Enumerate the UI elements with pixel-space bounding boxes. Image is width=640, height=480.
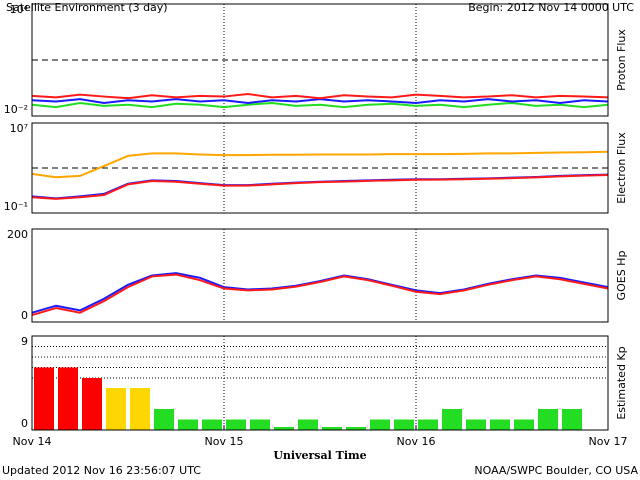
bar bbox=[370, 419, 390, 430]
series-line bbox=[31, 273, 609, 316]
series-line bbox=[31, 101, 609, 109]
y-tick-label: 10⁴ bbox=[10, 3, 29, 16]
bar bbox=[202, 419, 222, 430]
x-tick-label: Nov 16 bbox=[397, 435, 436, 448]
bar bbox=[562, 409, 582, 430]
y-axis-label: Electron Flux bbox=[615, 132, 628, 204]
bar bbox=[58, 367, 78, 430]
bar bbox=[442, 409, 462, 430]
y-tick-label: 0 bbox=[21, 417, 28, 430]
bar bbox=[226, 419, 246, 430]
bar bbox=[322, 426, 342, 430]
begin-label: Begin: 2012 Nov 14 0000 UTC bbox=[468, 1, 634, 14]
bar bbox=[298, 419, 318, 430]
y-tick-label: 9 bbox=[21, 335, 28, 348]
bar bbox=[394, 419, 414, 430]
bar bbox=[490, 419, 510, 430]
y-tick-label: 10⁻² bbox=[4, 103, 28, 116]
y-tick-label: 0 bbox=[21, 309, 28, 322]
bar bbox=[82, 377, 102, 430]
x-tick-label: Nov 14 bbox=[13, 435, 52, 448]
bar bbox=[130, 388, 150, 430]
x-tick-label: Nov 17 bbox=[589, 435, 628, 448]
x-tick-label: Nov 15 bbox=[205, 435, 244, 448]
bar bbox=[418, 419, 438, 430]
bar bbox=[34, 367, 54, 430]
y-axis-label: GOES Hp bbox=[615, 251, 628, 301]
series-line bbox=[31, 93, 609, 100]
series-line bbox=[31, 173, 609, 200]
bar bbox=[538, 409, 558, 430]
chart-title: Satellite Environment (3 day) bbox=[6, 1, 168, 14]
updated: Updated 2012 Nov 16 23:56:07 UTC bbox=[2, 464, 201, 477]
panel-frame bbox=[31, 228, 609, 323]
bar bbox=[178, 419, 198, 430]
bar bbox=[514, 419, 534, 430]
bar bbox=[106, 388, 126, 430]
bar bbox=[466, 419, 486, 430]
y-tick-label: 10⁻¹ bbox=[4, 200, 28, 213]
panel-frame bbox=[31, 3, 609, 117]
y-tick-label: 200 bbox=[7, 228, 28, 241]
credit: NOAA/SWPC Boulder, CO USA bbox=[474, 464, 638, 477]
x-axis-label: Universal Time bbox=[273, 449, 366, 462]
bar bbox=[346, 426, 366, 430]
series-line bbox=[31, 150, 609, 179]
panel-frame bbox=[31, 335, 609, 431]
bar bbox=[250, 419, 270, 430]
y-axis-label: Estimated Kp bbox=[615, 346, 628, 419]
panel-frame bbox=[31, 122, 609, 214]
y-axis-label: Proton Flux bbox=[615, 29, 628, 91]
bar bbox=[274, 426, 294, 430]
y-tick-label: 10⁷ bbox=[10, 122, 28, 135]
bar bbox=[154, 409, 174, 430]
